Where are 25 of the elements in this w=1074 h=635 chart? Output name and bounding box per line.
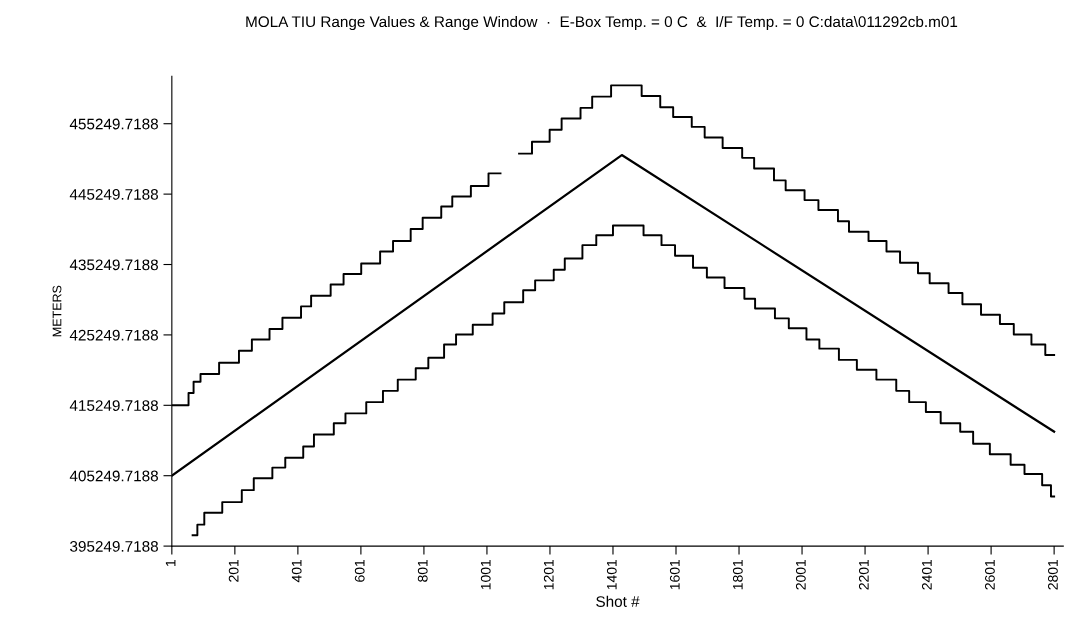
y-tick-label: 445249.7188 <box>69 188 158 200</box>
y-tick-label: 435249.7188 <box>69 259 158 271</box>
x-tick-label: 1601 <box>669 559 680 590</box>
x-tick-label: 401 <box>291 559 302 583</box>
x-tick-label: 1 <box>165 559 176 566</box>
x-tick-label: 2401 <box>921 559 932 590</box>
x-tick-label: 1201 <box>543 559 554 590</box>
y-axis-title: METERS <box>52 285 62 337</box>
x-tick-label: 201 <box>228 559 239 582</box>
x-tick-label: 601 <box>354 559 365 582</box>
x-tick-label: 801 <box>417 559 428 582</box>
x-tick-label: 1801 <box>732 559 743 590</box>
y-tick-label: 455249.7188 <box>69 118 158 130</box>
x-tick-label: 2601 <box>985 559 995 590</box>
y-tick-label: 395249.7188 <box>70 540 158 552</box>
x-tick-label: 2001 <box>795 559 806 590</box>
y-tick-label: 405249.7188 <box>69 470 158 482</box>
x-tick-label: 2201 <box>858 559 869 590</box>
x-tick-label: 1401 <box>606 559 617 590</box>
chart-title: MOLA TIU Range Values & Range Window · E-Box Temp. = 0 C & I/F Temp. = 0 C:data\011292cb.m01 <box>246 15 958 31</box>
x-tick-label: 1001 <box>480 559 491 590</box>
x-axis-title: Shot # <box>596 595 640 607</box>
y-tick-label: 425249.7188 <box>69 329 158 341</box>
x-tick-label: 2801 <box>1048 559 1058 590</box>
y-tick-label: 415249.7188 <box>69 400 158 411</box>
